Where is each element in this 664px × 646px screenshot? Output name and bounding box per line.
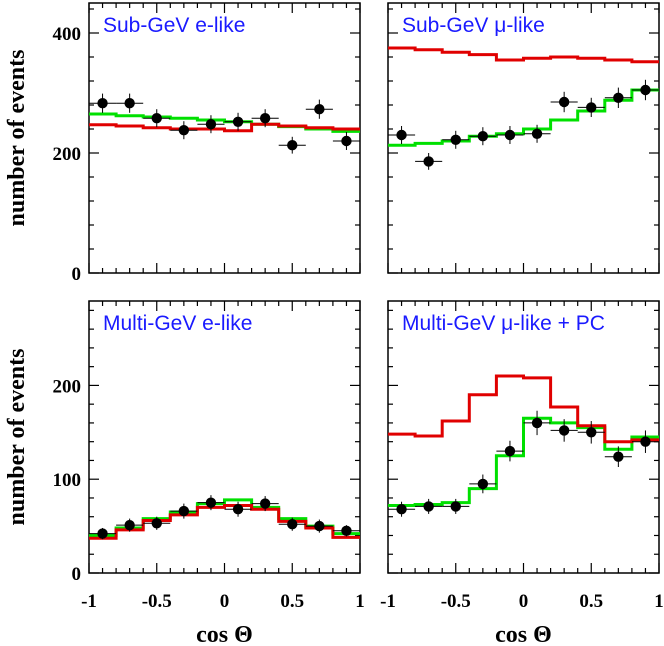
data-point xyxy=(531,417,543,429)
data-point xyxy=(124,519,135,531)
data-point xyxy=(640,84,651,96)
data-point xyxy=(205,119,217,130)
y-tick-label: 100 xyxy=(53,470,82,491)
data-point xyxy=(314,104,325,115)
histogram-line-red xyxy=(388,374,659,444)
x-tick-label: -0.5 xyxy=(441,591,471,612)
plot-frame xyxy=(88,2,361,274)
data-point xyxy=(97,98,108,109)
data-point xyxy=(613,451,624,462)
x-tick-label: 0.5 xyxy=(579,591,603,612)
data-point xyxy=(259,113,271,124)
x-tick-label: 0 xyxy=(519,591,529,612)
chart-panel-1: 0 200 400 Sub-GeV e-like number of events xyxy=(4,2,361,285)
y-tick-label: 0 xyxy=(72,264,82,285)
data-point xyxy=(504,129,516,141)
data-point xyxy=(504,445,516,457)
x-tick-label: 0 xyxy=(220,591,230,612)
data-point xyxy=(586,427,597,438)
data-point xyxy=(423,501,434,512)
data-point xyxy=(396,504,407,515)
data-point xyxy=(232,116,244,128)
histogram-line-green xyxy=(388,416,659,507)
plot-frame xyxy=(387,2,660,274)
data-point xyxy=(178,125,190,136)
data-point xyxy=(97,528,108,539)
x-tick-label: 1 xyxy=(654,591,664,612)
histogram-line-red xyxy=(388,46,659,64)
data-point xyxy=(396,129,407,141)
panel-title: Sub-GeV μ-like xyxy=(402,14,545,37)
x-tick-label: -0.5 xyxy=(142,591,172,612)
data-point xyxy=(205,497,217,508)
y-axis-title: number of events xyxy=(4,349,30,526)
x-tick-label: -1 xyxy=(380,591,396,612)
y-tick-label: 200 xyxy=(53,144,82,165)
data-point xyxy=(151,518,162,529)
data-point xyxy=(423,156,434,167)
data-point xyxy=(586,102,597,113)
data-point xyxy=(613,92,624,104)
data-point xyxy=(450,501,461,512)
x-tick-label: 1 xyxy=(355,591,365,612)
x-tick-label: -1 xyxy=(81,591,97,612)
y-axis-title: number of events xyxy=(4,50,30,227)
panel-title: Multi-GeV μ-like + PC xyxy=(402,312,605,335)
data-point xyxy=(287,519,298,530)
data-point xyxy=(531,128,543,139)
data-point xyxy=(450,134,461,145)
chart-panel-2: Sub-GeV μ-like xyxy=(387,2,660,274)
x-tick-label: 0.5 xyxy=(280,591,304,612)
data-point xyxy=(178,505,190,517)
data-point xyxy=(558,96,570,108)
data-point xyxy=(314,520,325,532)
data-point xyxy=(477,131,489,142)
y-tick-label: 200 xyxy=(53,376,82,397)
data-point xyxy=(287,140,298,151)
histogram-line-red xyxy=(89,503,360,540)
data-point xyxy=(151,113,162,124)
data-point xyxy=(124,98,135,109)
panel-title: Multi-GeV e-like xyxy=(103,312,252,335)
y-tick-label: 400 xyxy=(53,24,82,45)
data-point xyxy=(341,525,352,536)
data-point xyxy=(477,478,489,490)
data-point xyxy=(341,135,352,147)
x-axis-title: cos Θ xyxy=(196,622,253,646)
panel-title: Sub-GeV e-like xyxy=(103,14,245,37)
x-axis-title: cos Θ xyxy=(495,622,552,646)
chart-panel-4: -1 -0.5 0 0.5 1 Multi-GeV μ-like + PC cos Θ xyxy=(380,300,664,646)
chart-panel-3: 0 100 200 -1 -0.5 0 0.5 1 Multi-GeV e-like number… xyxy=(4,300,365,646)
y-tick-label: 0 xyxy=(72,564,82,585)
histogram-line-green xyxy=(388,88,659,147)
data-point xyxy=(259,498,271,509)
data-point xyxy=(640,436,651,447)
histogram-line-red xyxy=(89,122,360,133)
data-point xyxy=(232,504,244,515)
data-point xyxy=(558,425,570,436)
